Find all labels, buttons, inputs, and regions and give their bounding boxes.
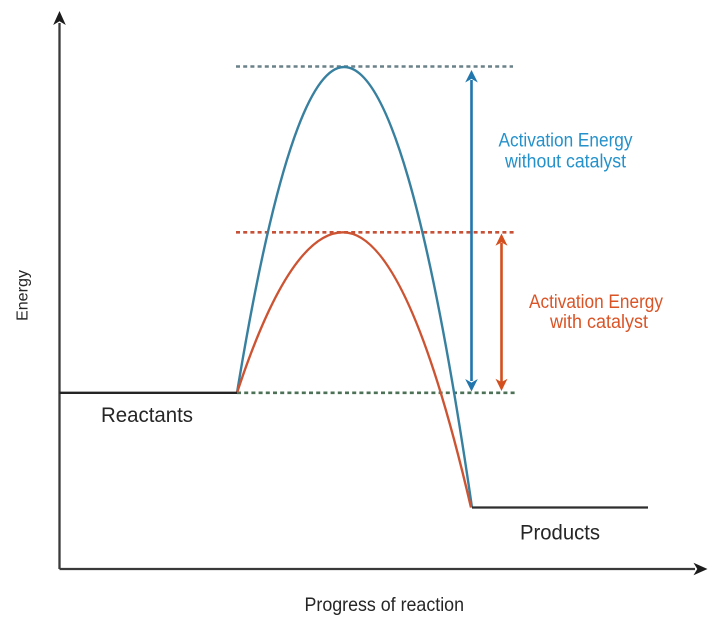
svg-text:with catalyst: with catalyst [549,312,649,333]
svg-text:without catalyst: without catalyst [504,152,627,173]
svg-text:Products: Products [520,522,600,545]
svg-text:Reactants: Reactants [101,404,193,427]
svg-text:Progress of reaction: Progress of reaction [305,594,465,616]
svg-text:Activation Energy: Activation Energy [529,292,663,313]
svg-text:Energy: Energy [15,270,32,321]
svg-text:Activation Energy: Activation Energy [499,131,633,152]
